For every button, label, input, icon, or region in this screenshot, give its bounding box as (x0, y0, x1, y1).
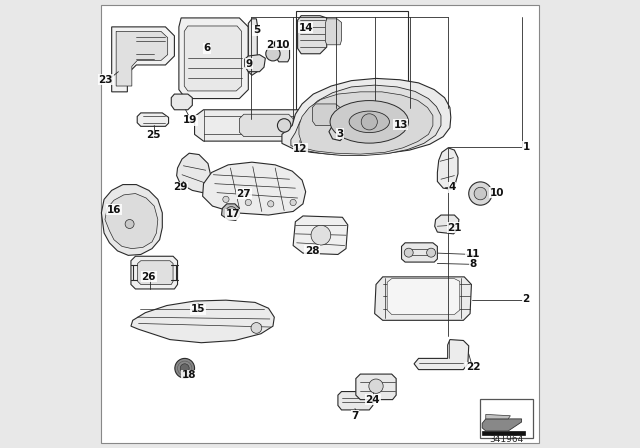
Text: 8: 8 (470, 259, 477, 269)
Polygon shape (414, 340, 468, 370)
Polygon shape (325, 19, 342, 45)
Text: 17: 17 (225, 209, 240, 219)
Text: 28: 28 (305, 246, 319, 256)
Polygon shape (184, 26, 242, 91)
Polygon shape (239, 114, 293, 137)
Circle shape (361, 114, 378, 130)
Polygon shape (356, 374, 396, 400)
Circle shape (427, 248, 436, 257)
Text: 26: 26 (141, 272, 156, 282)
Text: 5: 5 (253, 26, 260, 35)
Circle shape (268, 201, 274, 207)
Polygon shape (101, 185, 163, 255)
Circle shape (223, 196, 229, 202)
Text: 1: 1 (522, 142, 530, 152)
Polygon shape (312, 104, 340, 125)
Text: 19: 19 (183, 115, 197, 125)
Polygon shape (486, 414, 511, 419)
Polygon shape (437, 148, 458, 189)
Text: 10: 10 (276, 40, 291, 50)
Polygon shape (298, 16, 327, 54)
Text: 7: 7 (351, 411, 358, 421)
Circle shape (175, 358, 195, 378)
Text: 13: 13 (394, 120, 408, 129)
Circle shape (278, 119, 291, 132)
Polygon shape (282, 78, 451, 155)
Polygon shape (248, 19, 257, 75)
Circle shape (266, 47, 280, 61)
Polygon shape (131, 300, 275, 343)
Circle shape (180, 364, 189, 373)
Polygon shape (172, 94, 192, 110)
Text: 12: 12 (293, 144, 308, 154)
Polygon shape (116, 31, 168, 86)
Bar (296, 11, 408, 119)
Text: 3: 3 (337, 129, 344, 138)
Circle shape (125, 220, 134, 228)
Circle shape (251, 323, 262, 333)
Text: 16: 16 (107, 205, 121, 215)
Text: 4: 4 (449, 182, 456, 192)
Polygon shape (195, 110, 338, 141)
Polygon shape (221, 204, 239, 220)
Circle shape (311, 225, 331, 245)
Polygon shape (203, 162, 306, 215)
Ellipse shape (349, 111, 390, 133)
Polygon shape (293, 216, 348, 254)
Polygon shape (435, 215, 459, 234)
Text: 6: 6 (204, 43, 211, 53)
Circle shape (468, 182, 492, 205)
Text: 29: 29 (173, 182, 188, 192)
Circle shape (404, 248, 413, 257)
Polygon shape (299, 92, 433, 154)
Polygon shape (374, 277, 472, 320)
Text: 18: 18 (182, 370, 196, 380)
Polygon shape (112, 27, 174, 92)
Polygon shape (482, 419, 522, 431)
Polygon shape (401, 243, 437, 262)
Polygon shape (482, 431, 525, 435)
Text: 25: 25 (146, 130, 161, 140)
Ellipse shape (330, 101, 408, 143)
Text: 9: 9 (246, 59, 253, 69)
Polygon shape (105, 194, 158, 249)
Text: 24: 24 (365, 395, 380, 405)
Polygon shape (177, 153, 212, 193)
Text: 27: 27 (237, 189, 251, 198)
Circle shape (474, 187, 486, 200)
Polygon shape (387, 279, 460, 314)
Circle shape (369, 379, 383, 393)
Polygon shape (276, 46, 289, 62)
Polygon shape (131, 256, 177, 289)
Polygon shape (294, 131, 305, 141)
Text: 14: 14 (298, 23, 313, 33)
Text: 22: 22 (466, 362, 481, 372)
Circle shape (245, 199, 252, 206)
Polygon shape (329, 126, 343, 141)
Polygon shape (392, 116, 405, 128)
Text: 11: 11 (466, 250, 481, 259)
Polygon shape (338, 392, 373, 410)
Text: 23: 23 (99, 75, 113, 85)
Bar (481, 399, 533, 438)
Text: 21: 21 (447, 223, 461, 233)
Polygon shape (138, 261, 173, 284)
Polygon shape (179, 18, 248, 99)
Text: 10: 10 (490, 188, 504, 198)
Polygon shape (137, 113, 168, 126)
Text: 15: 15 (191, 304, 205, 314)
Circle shape (226, 207, 237, 217)
Text: 20: 20 (266, 40, 280, 50)
Polygon shape (291, 85, 441, 155)
Polygon shape (244, 55, 266, 72)
Circle shape (290, 199, 296, 206)
Text: 341964: 341964 (489, 435, 524, 444)
Text: 2: 2 (522, 294, 530, 304)
